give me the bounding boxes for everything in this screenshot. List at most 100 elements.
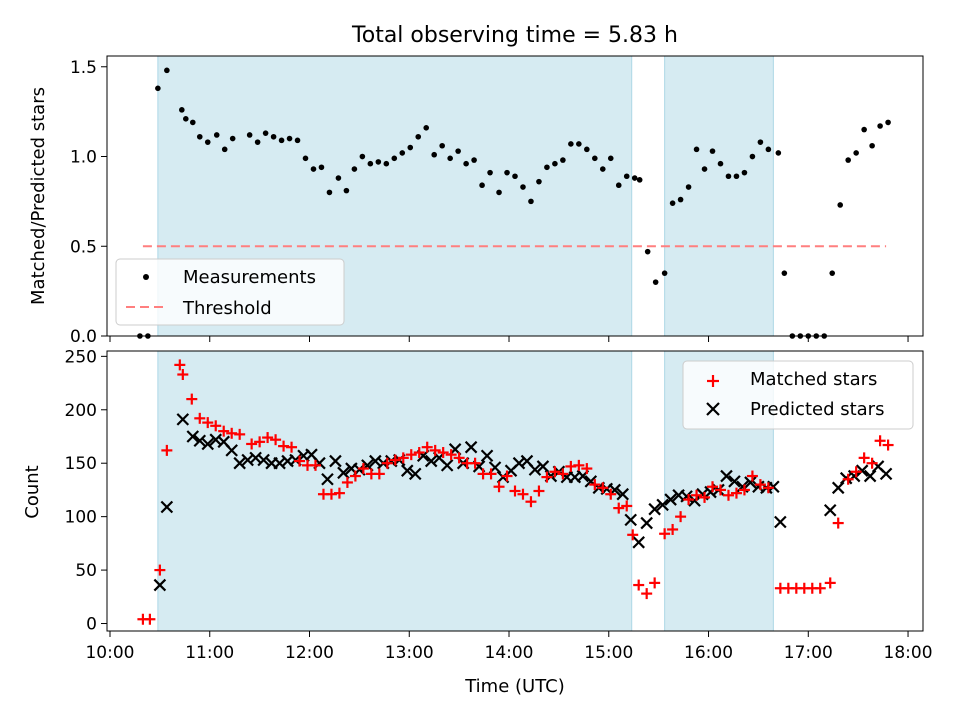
matched-star-point — [469, 457, 481, 469]
matched-star-point — [633, 579, 645, 591]
measurement-point — [599, 166, 606, 172]
matched-star-point — [161, 444, 173, 456]
measurement-point — [536, 178, 542, 185]
ytick-label: 250 — [65, 347, 97, 367]
measurement-point — [447, 155, 453, 162]
matched-star-point — [525, 496, 537, 508]
predicted-star-point — [664, 493, 677, 506]
predicted-star-point — [186, 430, 200, 443]
matched-star-point — [186, 393, 198, 405]
measurement-point — [504, 169, 510, 176]
measurement-point — [423, 124, 430, 131]
matched-star-point — [641, 588, 653, 600]
measurement-point — [528, 198, 534, 205]
matched-star-point — [597, 482, 609, 494]
matched-star-point — [194, 412, 206, 424]
matched-star-point — [832, 517, 844, 529]
matched-star-point — [493, 481, 505, 493]
matched-star-point — [333, 487, 345, 499]
measurement-point — [455, 148, 461, 154]
measurement-point — [644, 248, 651, 255]
ytick-label: 0.5 — [70, 237, 97, 257]
measurement-point — [853, 150, 859, 156]
predicted-star-point — [640, 516, 653, 530]
matched-star-point — [589, 479, 601, 491]
measurement-point — [335, 175, 342, 181]
matched-star-point — [613, 502, 625, 514]
predicted-star-point — [329, 454, 342, 468]
matched-star-point — [517, 488, 529, 500]
matched-star-point — [533, 485, 545, 497]
predicted-star-point — [855, 464, 869, 477]
predicted-star-point — [863, 469, 877, 483]
matched-star-point — [874, 435, 886, 447]
measurement-point — [471, 157, 477, 163]
matched-star-point — [573, 459, 585, 471]
measurement-point — [183, 116, 189, 122]
matched-star-point — [294, 455, 306, 467]
measurement-point — [661, 270, 668, 276]
predicted-star-point — [408, 467, 422, 481]
measurement-point — [623, 173, 630, 180]
matched-star-point — [485, 468, 497, 480]
matched-star-point — [234, 428, 246, 440]
measurement-point — [568, 141, 574, 147]
matched-star-point — [177, 369, 189, 381]
matched-star-point — [381, 457, 393, 469]
matched-star-point — [445, 449, 457, 461]
measurement-point — [693, 146, 700, 153]
matched-star-point — [714, 484, 726, 496]
matched-star-point — [824, 577, 836, 589]
matched-star-point — [246, 438, 258, 450]
ytick-label: 1.0 — [70, 148, 97, 168]
ytick-label: 150 — [65, 454, 97, 474]
predicted-star-point — [176, 413, 190, 426]
matched-star-point — [541, 471, 553, 483]
matched-star-point — [262, 432, 274, 444]
measurement-point — [560, 157, 566, 163]
predicted-star-point — [879, 467, 893, 481]
measurement-point — [631, 175, 638, 181]
measurement-point — [584, 146, 590, 153]
predicted-star-point — [193, 434, 207, 448]
matched-star-point — [437, 447, 449, 459]
measurement-point — [709, 148, 716, 154]
measurement-point — [725, 173, 732, 180]
matched-star-point — [722, 489, 734, 501]
matched-star-point — [699, 491, 711, 503]
matched-star-point — [746, 470, 758, 482]
matched-star-point — [397, 452, 409, 464]
measurement-point — [351, 166, 358, 172]
matched-star-point — [413, 447, 425, 459]
legend-predicted-label: Predicted stars — [750, 399, 884, 420]
matched-star-point — [557, 468, 569, 480]
legend-matched-marker — [707, 375, 719, 387]
measurement-point — [415, 133, 422, 140]
matched-points — [137, 359, 894, 625]
measurement-point — [552, 160, 558, 167]
panel-ratio-xticks — [109, 336, 909, 342]
matched-star-point — [501, 470, 513, 482]
matched-star-point — [738, 484, 750, 496]
measurement-point — [221, 146, 228, 153]
shaded-interval — [157, 350, 633, 632]
matched-star-point — [659, 528, 671, 540]
predicted-star-point — [400, 464, 414, 477]
matched-star-point — [754, 479, 766, 491]
measurement-point — [607, 155, 614, 162]
measurement-point — [757, 139, 764, 145]
measurement-point — [749, 153, 756, 160]
predicted-star-point — [831, 481, 845, 495]
measurement-point — [717, 160, 724, 167]
xtick-label: 15:00 — [584, 643, 633, 663]
matched-star-point — [621, 500, 633, 512]
measurement-point — [254, 139, 261, 145]
panel-counts-yticks: 0 50 100 150 200 250 — [65, 347, 107, 635]
measurement-point — [685, 184, 692, 190]
legend-measurements-marker — [143, 274, 149, 280]
measurement-point — [701, 166, 708, 172]
measurement-point — [375, 159, 382, 165]
matched-star-point — [429, 444, 441, 456]
measurement-point — [213, 132, 220, 138]
measurement-point — [155, 85, 161, 92]
